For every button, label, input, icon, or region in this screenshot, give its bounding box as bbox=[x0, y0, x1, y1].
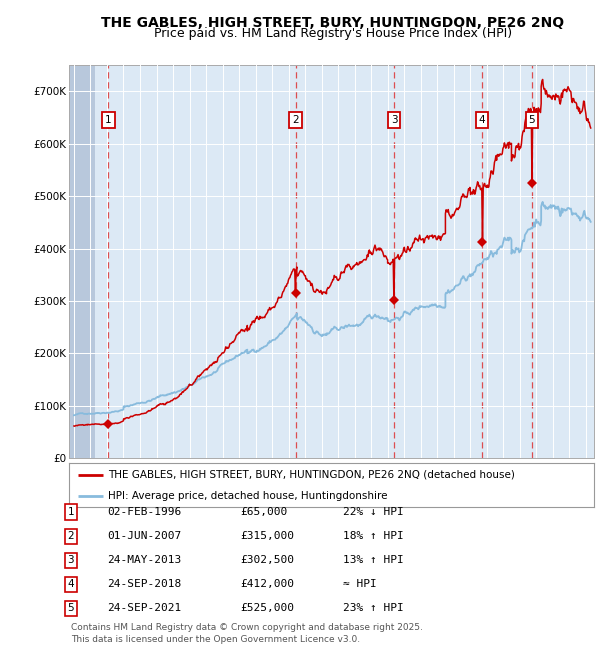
Text: 02-FEB-1996: 02-FEB-1996 bbox=[107, 507, 181, 517]
Text: 1: 1 bbox=[67, 507, 74, 517]
Text: £412,000: £412,000 bbox=[240, 579, 294, 590]
Text: 24-SEP-2018: 24-SEP-2018 bbox=[107, 579, 181, 590]
Text: 3: 3 bbox=[67, 555, 74, 566]
Text: Price paid vs. HM Land Registry's House Price Index (HPI): Price paid vs. HM Land Registry's House … bbox=[154, 27, 512, 40]
Text: 24-MAY-2013: 24-MAY-2013 bbox=[107, 555, 181, 566]
Text: 5: 5 bbox=[529, 115, 535, 125]
Text: 1: 1 bbox=[105, 115, 112, 125]
Text: 5: 5 bbox=[67, 603, 74, 614]
Text: 13% ↑ HPI: 13% ↑ HPI bbox=[343, 555, 404, 566]
Text: THE GABLES, HIGH STREET, BURY, HUNTINGDON, PE26 2NQ (detached house): THE GABLES, HIGH STREET, BURY, HUNTINGDO… bbox=[109, 470, 515, 480]
Text: £315,000: £315,000 bbox=[240, 531, 294, 541]
Text: 24-SEP-2021: 24-SEP-2021 bbox=[107, 603, 181, 614]
Text: 01-JUN-2007: 01-JUN-2007 bbox=[107, 531, 181, 541]
Text: 23% ↑ HPI: 23% ↑ HPI bbox=[343, 603, 404, 614]
Text: Contains HM Land Registry data © Crown copyright and database right 2025.: Contains HM Land Registry data © Crown c… bbox=[71, 623, 422, 632]
Text: £302,500: £302,500 bbox=[240, 555, 294, 566]
Text: 22% ↓ HPI: 22% ↓ HPI bbox=[343, 507, 404, 517]
Text: 4: 4 bbox=[479, 115, 485, 125]
Text: 2: 2 bbox=[67, 531, 74, 541]
Text: THE GABLES, HIGH STREET, BURY, HUNTINGDON, PE26 2NQ: THE GABLES, HIGH STREET, BURY, HUNTINGDO… bbox=[101, 16, 565, 31]
Text: 3: 3 bbox=[391, 115, 398, 125]
Bar bbox=[69, 65, 95, 458]
Text: 4: 4 bbox=[67, 579, 74, 590]
Text: HPI: Average price, detached house, Huntingdonshire: HPI: Average price, detached house, Hunt… bbox=[109, 491, 388, 501]
Text: £65,000: £65,000 bbox=[240, 507, 287, 517]
Text: ≈ HPI: ≈ HPI bbox=[343, 579, 377, 590]
Text: 2: 2 bbox=[292, 115, 299, 125]
Text: 18% ↑ HPI: 18% ↑ HPI bbox=[343, 531, 404, 541]
Text: £525,000: £525,000 bbox=[240, 603, 294, 614]
Text: This data is licensed under the Open Government Licence v3.0.: This data is licensed under the Open Gov… bbox=[71, 634, 360, 644]
